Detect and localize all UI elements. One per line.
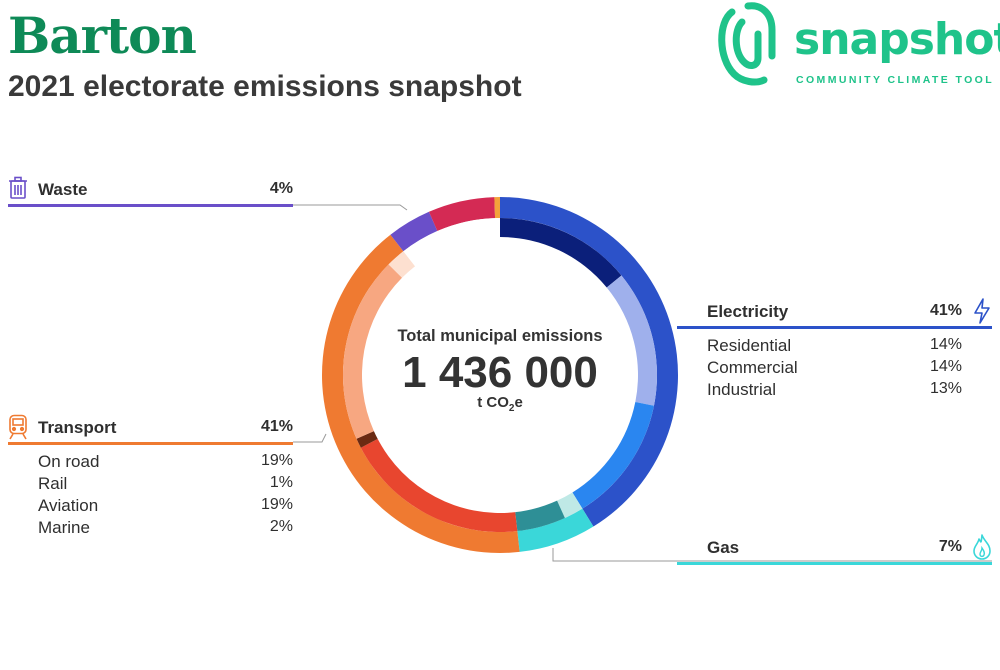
electricity-label: Electricity — [707, 302, 789, 321]
row-label: Industrial — [707, 380, 776, 399]
snapshot-logo: snapshot COMMUNITY CLIMATE TOOL — [712, 0, 1000, 90]
row-label: Commercial — [707, 358, 798, 377]
row-value: 19% — [260, 452, 293, 469]
transport-breakdown: On road 19% Rail 1% Aviation 19% Marine 2% — [8, 452, 293, 540]
inner-slice-3 — [557, 492, 583, 518]
list-item: Marine 2% — [8, 518, 293, 540]
list-item: Rail 1% — [8, 474, 293, 496]
inner-slice-aviation — [342, 264, 403, 439]
inner-slice-rail — [356, 431, 378, 448]
outer-slice-transport — [321, 234, 520, 554]
waste-label: Waste — [38, 180, 88, 199]
list-item: Commercial 14% — [677, 358, 992, 380]
inner-slice-10 — [437, 218, 500, 249]
row-value: 1% — [269, 474, 293, 491]
inner-slice-9 — [403, 231, 445, 267]
outer-ring — [321, 197, 678, 554]
row-label: Marine — [38, 518, 90, 537]
waste-legend: Waste 4% — [8, 176, 293, 207]
row-value: 19% — [260, 496, 293, 513]
inner-slice-on-road — [360, 438, 518, 532]
outer-slice-4 — [428, 197, 496, 232]
flame-icon — [973, 534, 991, 560]
unit-subscript: 2 — [508, 403, 515, 414]
unit-prefix: t CO — [477, 394, 509, 411]
row-value: 2% — [269, 518, 293, 535]
transport-leader-line — [293, 433, 327, 443]
total-unit: t CO2e — [380, 394, 620, 414]
gas-leader-line — [552, 548, 992, 562]
logo-tagline: COMMUNITY CLIMATE TOOL — [796, 74, 995, 86]
inner-slice-4 — [515, 500, 565, 532]
inner-slice-residential — [500, 218, 622, 288]
chart-center-label: Total municipal emissions 1 436 000 t CO… — [380, 327, 620, 414]
lightning-bolt-icon — [974, 298, 990, 324]
inner-ring — [342, 218, 657, 532]
row-value: 14% — [929, 358, 962, 375]
train-icon — [9, 414, 27, 440]
inner-slice-industrial — [572, 402, 654, 509]
unit-suffix: e — [514, 394, 523, 411]
list-item: On road 19% — [8, 452, 293, 474]
waste-percent: 4% — [269, 180, 293, 197]
trash-bin-icon — [9, 176, 27, 199]
row-label: Residential — [707, 336, 792, 355]
outer-slice-electricity — [500, 197, 678, 527]
waste-header: Waste 4% — [8, 176, 293, 207]
gas-label: Gas — [707, 538, 740, 557]
outer-slice-gas — [517, 508, 594, 552]
logo-wordmark: snapshot — [794, 14, 1000, 65]
electricity-breakdown: Residential 14% Commercial 14% Industrial 1… — [677, 336, 992, 402]
electricity-legend: Electricity 41% Residential 14% Commercia… — [677, 298, 992, 402]
gas-percent: 7% — [938, 538, 962, 555]
row-value: 14% — [929, 336, 962, 353]
transport-header: Transport 41% — [8, 414, 293, 445]
transport-legend: Transport 41% On road 19% Rail 1% Aviation… — [8, 414, 293, 540]
electricity-header: Electricity 41% — [677, 298, 992, 329]
row-label: Aviation — [38, 496, 99, 515]
list-item: Aviation 19% — [8, 496, 293, 518]
gas-header: Gas 7% — [677, 534, 992, 565]
fingerprint-logo-icon — [718, 2, 776, 86]
total-caption: Total municipal emissions — [397, 327, 603, 345]
row-label: Rail — [38, 474, 68, 493]
inner-slice-commercial — [606, 275, 657, 406]
list-item: Industrial 13% — [677, 380, 992, 402]
gas-legend: Gas 7% — [677, 534, 992, 565]
electricity-percent: 41% — [929, 302, 962, 319]
outer-slice-waste — [390, 211, 438, 252]
transport-label: Transport — [38, 418, 117, 437]
outer-slice-5 — [494, 197, 500, 219]
list-item: Residential 14% — [677, 336, 992, 358]
inner-slice-marine — [388, 251, 416, 278]
row-label: On road — [38, 452, 100, 471]
page-subtitle: 2021 electorate emissions snapshot — [8, 70, 522, 103]
total-value: 1 436 000 — [402, 348, 598, 397]
page-title: Barton — [8, 6, 197, 65]
waste-leader-line — [293, 204, 408, 211]
row-value: 13% — [929, 380, 962, 397]
transport-percent: 41% — [260, 418, 293, 435]
